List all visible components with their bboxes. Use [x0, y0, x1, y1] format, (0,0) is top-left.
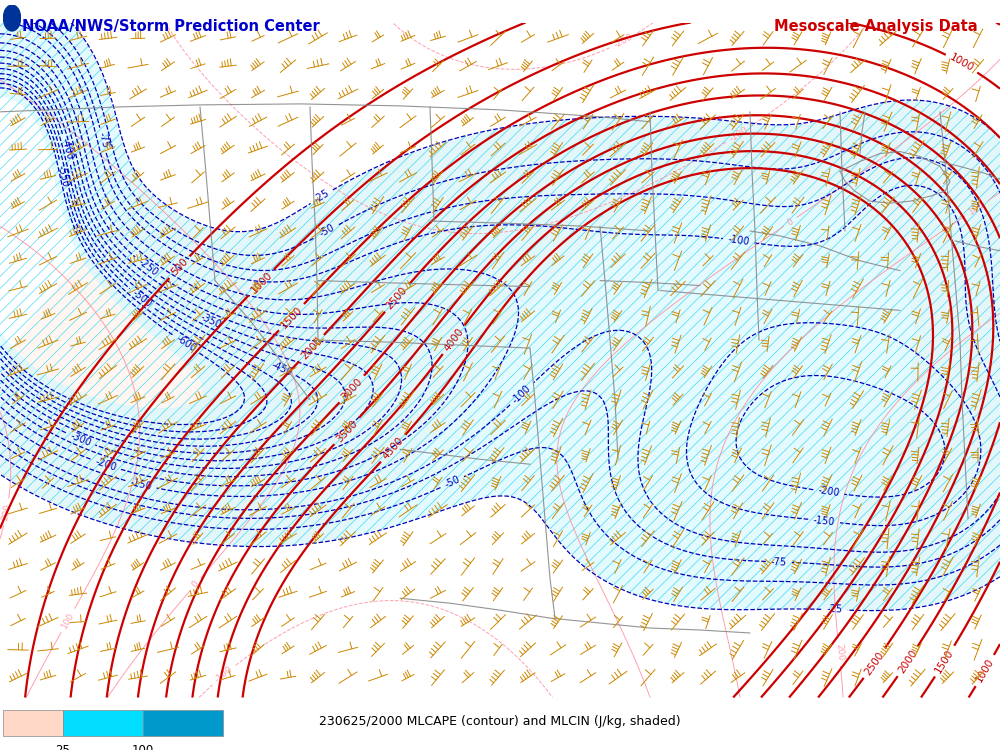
Text: 2000: 2000 — [299, 335, 324, 361]
Text: 1000: 1000 — [974, 657, 996, 684]
Text: ☂: ☂ — [7, 12, 17, 22]
Text: -550: -550 — [56, 165, 71, 188]
Text: 500: 500 — [169, 256, 190, 278]
Text: 2000: 2000 — [896, 647, 919, 675]
Text: 230625/2000 MLCAPE (contour) and MLCIN (J/kg, shaded): 230625/2000 MLCAPE (contour) and MLCIN (… — [319, 715, 681, 728]
Text: -200: -200 — [612, 32, 634, 50]
Text: -100: -100 — [727, 234, 750, 247]
Text: 4500: 4500 — [381, 435, 406, 461]
Text: -200: -200 — [94, 456, 118, 472]
Bar — [62, 710, 143, 736]
Text: -50: -50 — [443, 475, 462, 490]
Text: -150: -150 — [813, 514, 836, 527]
Text: 2500: 2500 — [863, 650, 886, 676]
Text: 2500: 2500 — [385, 285, 409, 311]
Bar — [2, 710, 62, 736]
Text: 3000: 3000 — [339, 376, 364, 402]
Text: 1000: 1000 — [249, 269, 274, 295]
Text: 200: 200 — [834, 644, 845, 662]
Text: -100: -100 — [510, 382, 533, 405]
Text: 100: 100 — [967, 200, 986, 217]
Bar — [143, 710, 222, 736]
Text: -400: -400 — [59, 137, 74, 161]
Text: 0: 0 — [785, 217, 795, 227]
Text: 1500: 1500 — [934, 647, 956, 675]
Text: -300: -300 — [68, 430, 92, 448]
Text: Mesoscale Analysis Data: Mesoscale Analysis Data — [774, 19, 978, 34]
Text: -450: -450 — [269, 359, 293, 378]
Text: -350: -350 — [199, 311, 223, 330]
Text: -150: -150 — [129, 477, 153, 492]
Text: -200: -200 — [818, 485, 841, 499]
Text: -25: -25 — [312, 188, 331, 205]
Text: 0: 0 — [190, 579, 201, 590]
Text: 4000: 4000 — [442, 326, 466, 353]
Text: 3500: 3500 — [334, 418, 359, 444]
Text: -500: -500 — [130, 288, 154, 310]
Text: 200: 200 — [1, 503, 13, 521]
Text: -25: -25 — [826, 604, 842, 615]
Text: -250: -250 — [136, 256, 160, 278]
Circle shape — [3, 5, 21, 31]
Text: -50: -50 — [318, 223, 337, 239]
Text: -100: -100 — [213, 664, 235, 685]
Text: -600: -600 — [174, 334, 198, 355]
Text: 1000: 1000 — [948, 53, 976, 74]
Text: 100: 100 — [60, 610, 76, 630]
Text: 1500: 1500 — [279, 304, 304, 330]
Text: -100: -100 — [728, 124, 750, 143]
Text: NOAA/NWS/Storm Prediction Center: NOAA/NWS/Storm Prediction Center — [22, 19, 320, 34]
Text: -75: -75 — [771, 556, 787, 567]
Text: -75: -75 — [96, 131, 110, 149]
Text: 100: 100 — [131, 745, 154, 750]
Text: 25: 25 — [55, 745, 70, 750]
